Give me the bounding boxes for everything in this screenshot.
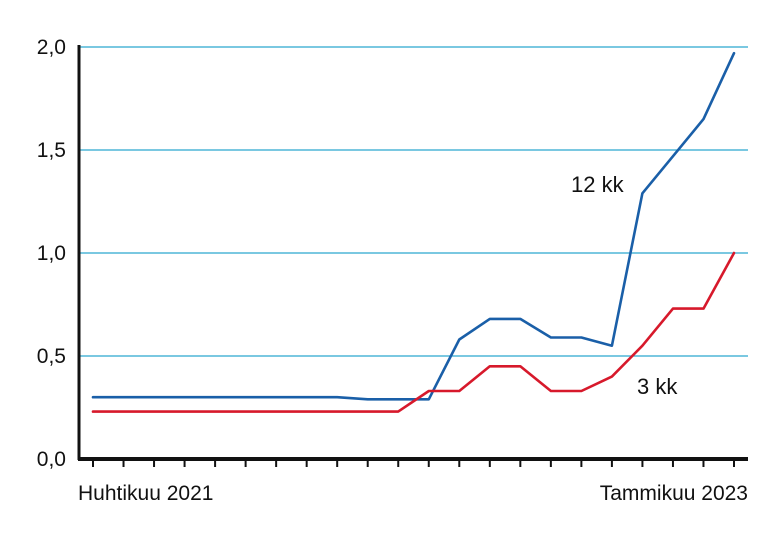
series-lines: 12 kk 3 kk xyxy=(91,51,736,413)
y-tick-label: 2,0 xyxy=(37,36,66,59)
y-tick-label: 0,0 xyxy=(37,448,66,471)
series-label: 3 kk xyxy=(637,374,678,399)
x-label-start: Huhtikuu 2021 xyxy=(78,482,213,505)
y-tick-label: 1,0 xyxy=(37,242,66,265)
series-line xyxy=(91,51,736,401)
y-axis: 0,0 0,5 1,0 1,5 2,0 xyxy=(37,36,81,471)
x-axis xyxy=(78,457,748,467)
series-line xyxy=(91,251,736,413)
y-tick-label: 0,5 xyxy=(37,345,66,368)
y-tick-label: 1,5 xyxy=(37,139,66,162)
x-label-end: Tammikuu 2023 xyxy=(600,482,748,505)
gridlines xyxy=(79,46,748,357)
series-label: 12 kk xyxy=(571,172,625,197)
